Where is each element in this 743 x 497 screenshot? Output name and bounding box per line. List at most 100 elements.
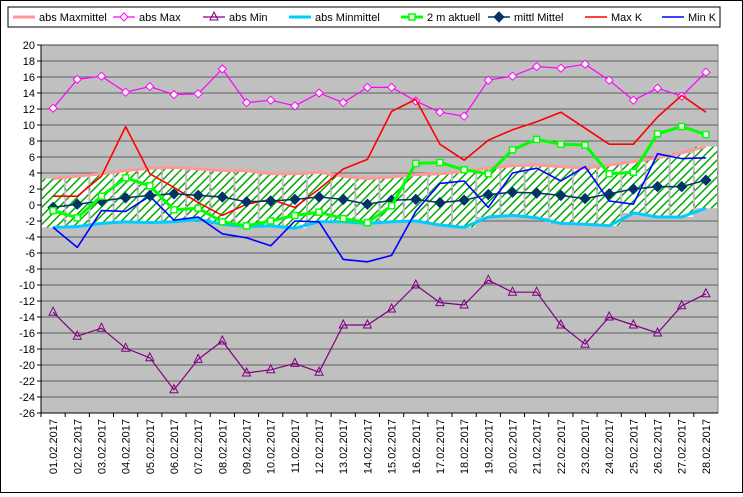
data-point [314,366,324,376]
data-point [459,111,469,121]
data-point [144,189,156,202]
data-point [362,318,373,329]
x-tick-label: 03.02.2017 [96,419,108,474]
x-tick-label: 16.02.2017 [411,419,423,474]
series-line-abs-max [52,63,707,117]
data-point [145,81,155,92]
data-point [121,174,130,182]
data-point [170,206,178,214]
data-point [460,166,468,174]
series-line-abs-maxmittel [52,145,707,181]
data-point [579,192,591,205]
data-point [435,296,445,307]
data-point [653,130,662,138]
data-point [291,211,299,220]
series-abs-maxmittel [52,145,707,181]
data-point [532,135,541,144]
x-tick-label: 10.02.2017 [266,419,278,474]
data-point [604,75,614,85]
data-point [362,82,373,93]
series-line-abs-min [52,279,707,391]
x-tick-label: 07.02.2017 [193,419,205,474]
data-point [96,322,107,332]
data-point [700,174,712,186]
series-line-mittl-mittel [52,179,707,209]
data-point [264,195,277,207]
y-tick-label: -26 [19,408,35,420]
plot-background [40,44,719,414]
data-point [144,351,155,362]
data-point [241,366,252,377]
y-tick-label: 4 [29,168,35,180]
data-point [218,218,227,226]
data-point [120,342,131,352]
data-point [169,383,179,394]
x-tick-label: 13.02.2017 [338,419,350,474]
data-point [240,196,253,208]
data-point [676,299,687,310]
x-tick-label: 14.02.2017 [362,419,374,474]
y-tick-label: -8 [25,264,35,276]
data-point [459,298,469,309]
data-point [482,188,495,201]
data-point [628,318,639,329]
data-point [507,286,518,296]
data-point [581,141,589,149]
data-point [530,187,543,199]
data-point [289,193,301,206]
x-tick-label: 06.02.2017 [169,419,181,474]
data-point [339,214,347,223]
data-point [386,302,397,313]
legend-label: abs Minmittel [315,12,380,24]
plot-area: 20181614121086420-2-4-6-8-10-12-14-16-18… [19,40,719,474]
data-point [314,88,324,98]
data-point [557,140,565,148]
y-tick-label: 10 [23,120,35,132]
data-point [531,286,542,296]
series-min-k [52,153,706,263]
y-tick-label: 16 [23,72,35,84]
y-tick-label: -20 [19,360,35,372]
legend: abs Maxmittel abs Max abs Min abs Minmittel… [7,6,721,28]
legend-label: Min K [688,12,717,24]
y-tick-label: -14 [19,312,35,324]
data-point [652,326,663,337]
data-point [265,363,276,374]
data-point [97,192,106,200]
data-point [702,130,710,139]
data-point [605,170,613,178]
y-tick-label: 0 [29,200,35,212]
series-line-2-m-aktuell [52,125,707,228]
data-point [627,183,640,195]
data-point [241,97,252,108]
data-point [120,87,131,97]
y-tick-label: -4 [25,232,35,244]
data-point [436,158,444,167]
legend-item: mittl Mittel [488,11,564,24]
x-tick-label: 17.02.2017 [435,419,447,474]
y-tick-label: -22 [19,376,35,388]
data-point [555,189,567,202]
data-point [338,318,349,329]
data-point [412,159,420,168]
legend-marker [493,11,505,23]
legend-item: Max K [585,12,643,24]
y-tick-label: 6 [29,152,35,164]
x-tick-label: 18.02.2017 [459,419,471,474]
x-tick-label: 25.02.2017 [628,419,640,474]
legend-item: abs Min [203,10,268,24]
data-point [651,180,664,193]
data-point [194,204,202,212]
series-mittl-mittel [47,174,712,214]
data-point [484,170,493,178]
data-point [652,83,663,93]
x-tick-label: 02.02.2017 [72,419,84,474]
data-point [556,63,566,73]
x-tick-label: 04.02.2017 [121,419,133,474]
data-point [580,338,590,348]
y-tick-label: 14 [23,88,35,100]
data-point [435,107,445,117]
legend-label: Max K [611,12,643,24]
legend-label: abs Max [139,12,181,24]
